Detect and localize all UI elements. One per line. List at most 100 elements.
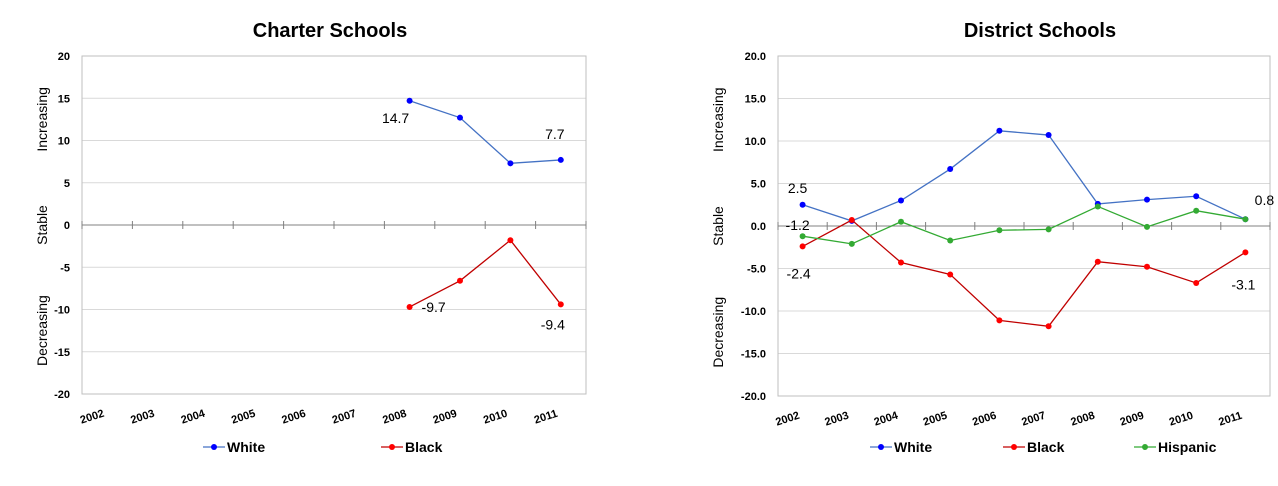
data-point-black bbox=[406, 303, 413, 310]
series-line-white bbox=[409, 100, 561, 164]
y-tick-label: 5.0 bbox=[751, 179, 766, 191]
x-tick-label: 2008 bbox=[1069, 410, 1096, 429]
data-point-hispanic bbox=[1242, 216, 1249, 223]
chart-title: Charter Schools bbox=[253, 20, 407, 42]
x-tick-label: 2010 bbox=[1168, 410, 1195, 429]
y-tick-label: 5 bbox=[64, 178, 70, 190]
data-point-white bbox=[457, 114, 463, 121]
legend-label: Black bbox=[1027, 439, 1065, 455]
data-point-black bbox=[848, 217, 855, 224]
data-label: -9.7 bbox=[422, 299, 446, 315]
data-point-white bbox=[1193, 193, 1200, 200]
data-point-white bbox=[406, 97, 413, 104]
y-tick-label: -15 bbox=[54, 347, 70, 359]
x-tick-label: 2004 bbox=[180, 407, 208, 426]
data-label: -1.2 bbox=[786, 217, 810, 233]
y-tick-label: -10 bbox=[54, 305, 70, 317]
y-tick-label: -20.0 bbox=[741, 391, 766, 403]
data-point-hispanic bbox=[898, 218, 904, 225]
data-point-hispanic bbox=[1045, 226, 1052, 233]
x-tick-label: 2004 bbox=[873, 409, 901, 428]
x-tick-label: 2003 bbox=[129, 408, 156, 427]
data-label: 0.8 bbox=[1255, 192, 1275, 208]
y-tick-label: 0.0 bbox=[751, 221, 766, 233]
data-point-white bbox=[557, 156, 564, 163]
y-tick-label: 10.0 bbox=[745, 136, 766, 148]
series-line-hispanic bbox=[802, 205, 1246, 245]
legend-marker bbox=[878, 444, 884, 450]
data-point-black bbox=[1193, 279, 1200, 286]
chart-title: District Schools bbox=[964, 20, 1116, 42]
data-point-white bbox=[947, 166, 954, 173]
data-point-white bbox=[507, 160, 514, 167]
x-tick-label: 2007 bbox=[1020, 410, 1047, 429]
x-tick-label: 2009 bbox=[1119, 410, 1146, 429]
data-point-black bbox=[1144, 263, 1150, 270]
legend-label: Hispanic bbox=[1158, 439, 1217, 455]
x-tick-label: 2006 bbox=[971, 410, 998, 429]
legend-label: Black bbox=[405, 439, 443, 455]
data-label: 14.7 bbox=[382, 110, 409, 126]
data-point-black bbox=[1094, 258, 1101, 265]
data-point-black bbox=[947, 271, 954, 278]
data-label: -9.4 bbox=[541, 316, 565, 332]
series-line-black bbox=[409, 239, 562, 308]
legend-marker bbox=[1142, 444, 1148, 450]
legend-marker bbox=[211, 444, 217, 450]
y-tick-label: -5.0 bbox=[747, 264, 766, 276]
charter-schools-chart: Charter Schools 20 15 10 5 0 -5 -10 -15 -20 2002 20… bbox=[34, 20, 587, 455]
series-line-white bbox=[802, 130, 1246, 222]
data-point-black bbox=[457, 277, 463, 284]
data-point-hispanic bbox=[848, 240, 855, 247]
y-tick-label: 20.0 bbox=[745, 51, 766, 63]
data-point-black bbox=[1242, 249, 1249, 256]
y-tick-label: 20 bbox=[58, 51, 70, 63]
x-tick-label: 2007 bbox=[331, 408, 358, 427]
x-tick-label: 2002 bbox=[79, 408, 106, 427]
y-tick-label: -20 bbox=[54, 389, 70, 401]
y-tick-label: -5 bbox=[60, 262, 70, 274]
data-label: -3.1 bbox=[1231, 276, 1255, 292]
data-point-black bbox=[996, 317, 1003, 324]
y-tick-label: 15 bbox=[58, 93, 70, 105]
data-point-black bbox=[507, 237, 514, 244]
data-label: -2.4 bbox=[787, 265, 811, 281]
legend-marker bbox=[1011, 444, 1017, 450]
band-label: Stable bbox=[710, 206, 726, 246]
y-tick-label: 15.0 bbox=[745, 94, 766, 106]
y-tick-label: -15.0 bbox=[741, 349, 766, 361]
x-tick-label: 2011 bbox=[533, 408, 559, 427]
data-point-hispanic bbox=[996, 227, 1003, 234]
y-tick-label: 10 bbox=[58, 136, 70, 148]
x-tick-label: 2008 bbox=[381, 408, 408, 427]
band-label: Stable bbox=[34, 205, 50, 245]
data-point-hispanic bbox=[1193, 207, 1200, 214]
band-label: Decreasing bbox=[710, 297, 726, 368]
x-tick-label: 2011 bbox=[1217, 410, 1243, 429]
data-label: 2.5 bbox=[788, 180, 808, 196]
legend-label: White bbox=[227, 439, 265, 455]
x-tick-label: 2006 bbox=[280, 408, 307, 427]
data-point-hispanic bbox=[799, 233, 806, 240]
data-label: 7.7 bbox=[545, 126, 565, 142]
data-point-white bbox=[898, 197, 904, 204]
legend-marker bbox=[389, 444, 395, 450]
band-label: Increasing bbox=[710, 87, 726, 152]
legend-label: White bbox=[894, 439, 932, 455]
data-point-black bbox=[1045, 323, 1052, 330]
x-tick-label: 2009 bbox=[432, 408, 459, 427]
data-point-white bbox=[996, 127, 1003, 134]
x-tick-label: 2005 bbox=[922, 410, 949, 429]
x-tick-label: 2010 bbox=[482, 408, 509, 427]
data-point-black bbox=[898, 259, 904, 266]
data-point-white bbox=[1045, 132, 1052, 139]
data-point-hispanic bbox=[1094, 203, 1101, 210]
y-tick-label: 0 bbox=[64, 220, 70, 232]
x-tick-label: 2005 bbox=[230, 408, 257, 427]
data-point-white bbox=[1144, 196, 1150, 203]
data-point-hispanic bbox=[947, 237, 954, 244]
district-schools-chart: District Schools 20.0 15.0 10.0 5.0 0.0 -5.0 -1… bbox=[710, 20, 1274, 455]
series-line-black bbox=[802, 219, 1246, 327]
y-tick-label: -10.0 bbox=[741, 306, 766, 318]
